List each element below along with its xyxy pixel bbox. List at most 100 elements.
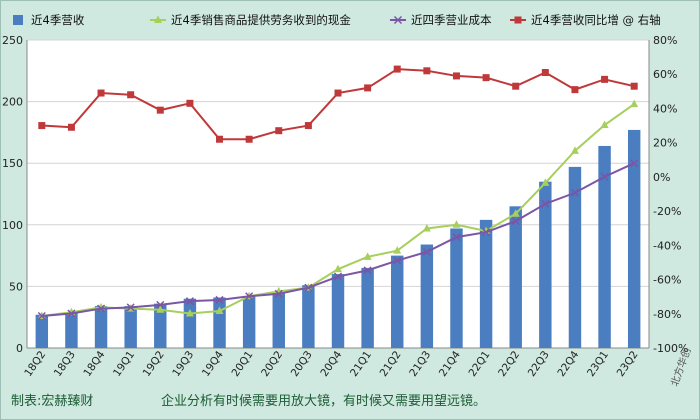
legend-label: 近4季营收 bbox=[31, 13, 85, 27]
point-marker bbox=[304, 283, 313, 292]
bar bbox=[124, 306, 137, 348]
point-marker bbox=[67, 309, 76, 318]
bar bbox=[479, 219, 493, 348]
point-marker bbox=[570, 188, 579, 197]
legend-marker bbox=[393, 15, 403, 25]
point-marker bbox=[334, 264, 342, 273]
x-tick-label: 18Q4 bbox=[81, 349, 107, 379]
point-marker bbox=[422, 223, 431, 232]
bar bbox=[361, 267, 374, 348]
y-left-tick-label: 200 bbox=[2, 96, 23, 109]
x-tick-label: 19Q2 bbox=[141, 349, 167, 379]
bar bbox=[598, 145, 611, 348]
x-tick-label: 22Q2 bbox=[496, 349, 522, 379]
point-marker bbox=[156, 305, 165, 313]
point-marker bbox=[275, 127, 283, 135]
point-marker bbox=[97, 304, 106, 313]
point-marker bbox=[452, 233, 461, 242]
bar bbox=[450, 228, 463, 348]
y-right-tick-label: 0% bbox=[653, 171, 670, 184]
bar bbox=[331, 274, 345, 348]
point-marker bbox=[600, 120, 609, 129]
point-marker bbox=[304, 122, 312, 130]
point-marker bbox=[571, 86, 579, 94]
point-marker bbox=[38, 122, 46, 130]
x-tick-label: 20Q1 bbox=[230, 349, 256, 379]
x-tick-label: 18Q3 bbox=[52, 349, 78, 379]
footer: 制表:宏赫臻财 企业分析有时候需要用放大镜，有时候又需要用望远镜。 bbox=[11, 390, 691, 414]
point-marker bbox=[393, 65, 401, 73]
bar bbox=[539, 181, 552, 348]
x-tick-label: 22Q3 bbox=[526, 349, 552, 379]
point-marker bbox=[363, 252, 372, 260]
chart-svg: 近4季营收 近4季销售商品提供劳务收到的现金 近四季营业成本 近4季营收同比增 @ 右… bbox=[2, 13, 693, 388]
point-marker bbox=[245, 292, 254, 301]
x-tick-label: 21Q3 bbox=[407, 349, 433, 379]
point-marker bbox=[215, 306, 224, 315]
x-tick-label: 21Q4 bbox=[437, 349, 463, 379]
x-tick-label: 20Q2 bbox=[259, 349, 285, 379]
x-tick-label: 19Q1 bbox=[111, 349, 137, 379]
point-marker bbox=[126, 303, 135, 312]
point-marker bbox=[156, 300, 165, 309]
bar bbox=[94, 306, 108, 348]
point-marker bbox=[185, 297, 194, 306]
x-tick-label: 22Q1 bbox=[466, 349, 492, 379]
x-tick-label: 20Q3 bbox=[289, 349, 315, 379]
point-marker bbox=[37, 311, 46, 320]
point-marker bbox=[512, 82, 520, 90]
point-marker bbox=[393, 246, 402, 254]
y-left-tick-label: 100 bbox=[2, 219, 23, 232]
legend-label: 近四季营业成本 bbox=[411, 13, 492, 27]
legend-label: 近4季销售商品提供劳务收到的现金 bbox=[171, 13, 351, 27]
bar bbox=[213, 297, 226, 348]
point-marker bbox=[422, 247, 431, 256]
point-marker bbox=[630, 82, 638, 90]
point-marker bbox=[541, 199, 550, 208]
point-marker bbox=[482, 74, 490, 82]
legend-marker bbox=[514, 16, 522, 24]
y-right-tick-label: -40% bbox=[653, 239, 681, 252]
x-tick-label: 19Q4 bbox=[200, 349, 226, 379]
point-marker bbox=[630, 159, 639, 168]
point-marker bbox=[482, 228, 491, 237]
y-left-tick-label: 150 bbox=[2, 157, 23, 170]
point-marker bbox=[186, 99, 194, 107]
point-marker bbox=[363, 266, 372, 275]
x-tick-label: 22Q4 bbox=[555, 349, 581, 379]
point-marker bbox=[364, 84, 372, 92]
x-tick-label: 19Q3 bbox=[170, 349, 196, 379]
y-right-tick-label: -20% bbox=[653, 205, 681, 218]
point-marker bbox=[630, 99, 639, 108]
point-marker bbox=[156, 106, 164, 114]
point-marker bbox=[423, 67, 431, 75]
y-right-tick-label: 80% bbox=[653, 34, 677, 47]
bar bbox=[302, 285, 315, 348]
bar bbox=[65, 313, 78, 348]
bar bbox=[391, 255, 404, 348]
bar bbox=[154, 303, 167, 348]
y-left-tick-label: 0 bbox=[16, 342, 23, 355]
point-marker bbox=[600, 172, 609, 181]
x-tick-label: 21Q1 bbox=[348, 349, 374, 379]
point-marker bbox=[452, 220, 461, 228]
point-marker bbox=[216, 135, 224, 143]
legend: 近4季营收 近4季销售商品提供劳务收到的现金 近四季营业成本 近4季营收同比增 @ 右… bbox=[13, 13, 661, 27]
footer-maker: 制表:宏赫臻财 bbox=[11, 394, 94, 409]
x-tick-label: 18Q2 bbox=[22, 349, 48, 379]
point-marker bbox=[570, 146, 579, 154]
point-marker bbox=[601, 75, 609, 83]
bar bbox=[568, 166, 582, 348]
point-marker bbox=[215, 295, 224, 304]
point-marker bbox=[541, 69, 549, 77]
point-marker bbox=[97, 89, 105, 97]
point-marker bbox=[185, 309, 194, 317]
bar bbox=[35, 314, 49, 348]
plot-area: 0 50 100 150 200 250 -100% -80% -60% -40% -20% 0% 20… bbox=[2, 34, 693, 388]
point-marker bbox=[274, 289, 283, 298]
legend-label: 近4季营收同比增 @ 右轴 bbox=[531, 13, 661, 27]
legend-marker bbox=[154, 15, 162, 23]
bar bbox=[272, 292, 285, 348]
y-right-tick-label: -80% bbox=[653, 308, 681, 321]
